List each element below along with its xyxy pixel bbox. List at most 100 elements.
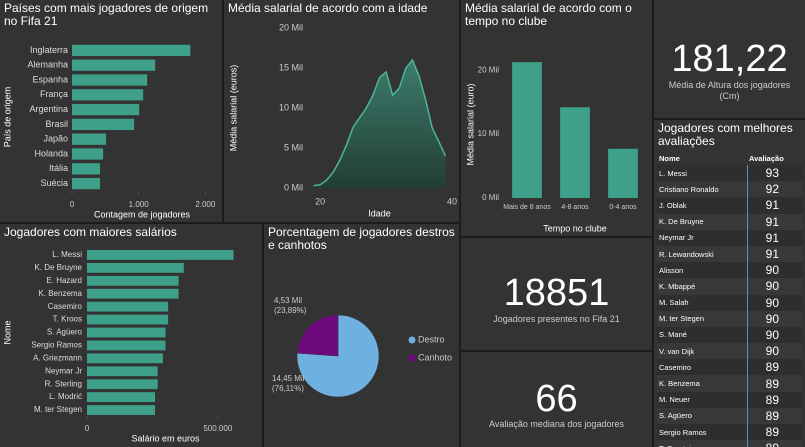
- rating: 89: [746, 375, 803, 392]
- x-tick-label: 40: [447, 196, 457, 206]
- player-name: T. Courtois: [657, 440, 748, 447]
- y-axis-title: País de origem: [2, 87, 12, 148]
- y-tick-label: R. Sterling: [45, 379, 82, 388]
- card-label: Média de Altura dos jogadores (Cm): [668, 80, 791, 101]
- table-row: Casemiro 89: [657, 359, 803, 376]
- chart-panel: 0 500.000 L. Messi K. De Bruyne E. Hazard K. …: [0, 224, 262, 447]
- chart: 0 Mil 5 Mil 10 Mil 15 Mil 20 Mil 20 40 Idade Méd…: [228, 22, 457, 218]
- bar: [72, 44, 191, 57]
- table-row: K. De Bruyne 91: [657, 213, 803, 230]
- bar: [72, 177, 101, 190]
- y-tick-label: Casemiro: [48, 302, 83, 311]
- bar: [72, 133, 107, 145]
- x-tick-label: 4-8 anos: [561, 204, 589, 211]
- x-axis-title: Salário em euros: [131, 433, 200, 443]
- y-tick-label: 10 Mil: [478, 129, 500, 138]
- chart-title: Porcentagem de jogadores destros e canho…: [268, 225, 455, 252]
- x-tick-label: 1.000: [129, 200, 150, 209]
- table-row: R. Lewandowski 91: [657, 245, 803, 263]
- player-name: K. Benzema: [657, 375, 748, 392]
- table-row: V. van Dijk 90: [657, 343, 803, 360]
- card-value: 66: [535, 378, 578, 420]
- bar: [72, 59, 156, 71]
- chart: 0 500.000 L. Messi K. De Bruyne E. Hazard K. …: [2, 250, 234, 443]
- x-axis-title: Contagem de jogadores: [94, 209, 191, 219]
- table-row: S. Agüero 89: [657, 407, 803, 424]
- x-tick-label: 0: [85, 424, 90, 433]
- y-tick-label: 20 Mil: [478, 65, 500, 74]
- y-tick-label: L. Messi: [52, 250, 82, 259]
- chart: 0 Mil 10 Mil 20 Mil Mais de 8 anos 4-8 anos 0…: [465, 62, 638, 233]
- rating: 89: [746, 440, 803, 447]
- table-row: S. Mané 90: [657, 326, 803, 344]
- y-tick-label: A. Griezmann: [33, 353, 82, 362]
- player-name: K. Mbappé: [657, 278, 748, 295]
- player-name: Neymar Jr: [657, 229, 748, 246]
- y-axis-title: Nome: [2, 320, 12, 344]
- chart-panel: 0 Mil 5 Mil 10 Mil 15 Mil 20 Mil 20 40 Idade Méd…: [224, 0, 459, 222]
- bar: [72, 74, 148, 86]
- chart: Destro Canhoto: [296, 314, 452, 398]
- player-name: M. Neuer: [657, 391, 748, 408]
- table-row: Neymar Jr 91: [657, 229, 803, 246]
- header-row: Nome Avaliação: [657, 152, 803, 165]
- bar: [87, 301, 169, 312]
- y-tick-label: L. Modrić: [49, 392, 82, 401]
- rating: 90: [746, 262, 803, 279]
- data-label: 4,53 Mil (23,89%): [274, 296, 307, 315]
- y-tick-label: Brasil: [45, 119, 68, 129]
- table-title: Jogadores com melhores avaliações: [658, 121, 793, 148]
- bar: [512, 62, 542, 198]
- table-row: J. Oblak 91: [657, 197, 803, 214]
- x-axis-title: Idade: [368, 208, 391, 218]
- y-tick-label: 15 Mil: [279, 62, 303, 72]
- y-tick-label: Espanha: [32, 74, 68, 84]
- pie-slice: [296, 314, 339, 357]
- legend-label: Canhoto: [418, 352, 452, 362]
- table-row: Alisson 90: [657, 262, 803, 279]
- bar: [87, 353, 163, 364]
- table-panel: Jogadores com melhores avaliações Nome A…: [654, 120, 805, 447]
- player-name: Cristiano Ronaldo: [657, 181, 748, 198]
- table-row: K. Benzema 89: [657, 375, 803, 392]
- bar: [87, 405, 156, 415]
- y-tick-label: 0 Mil: [482, 193, 499, 202]
- chart: 0 1.000 2.000 Inglaterra Alemanha Espanha Fran…: [2, 44, 216, 220]
- y-tick-label: Holanda: [34, 148, 68, 158]
- bar: [72, 118, 135, 131]
- bar: [72, 103, 140, 116]
- table: Nome Avaliação L. Messi 93 Cristiano Ronal…: [657, 152, 803, 447]
- chart-title: Média salarial de acordo com a idade: [228, 1, 428, 15]
- card: 181,22 Média de Altura dos jogadores (Cm…: [654, 0, 805, 118]
- chart-title: Jogadores com maiores salários: [4, 225, 177, 239]
- y-axis-title: Média salarial (euro): [465, 83, 475, 165]
- bar: [87, 327, 166, 338]
- line: [313, 58, 447, 187]
- bar: [72, 148, 104, 160]
- card: 18851 Jogadores presentes no Fifa 21: [461, 238, 652, 350]
- y-tick-label: Itália: [49, 163, 68, 173]
- y-tick-label: Japão: [43, 134, 68, 144]
- x-tick-label: 0: [70, 200, 75, 209]
- rating: 90: [746, 294, 803, 311]
- y-tick-label: Inglaterra: [30, 45, 68, 55]
- rating: 91: [746, 197, 803, 214]
- card-label: Jogadores presentes no Fifa 21: [493, 314, 620, 324]
- player-name: Casemiro: [657, 359, 748, 376]
- bar: [72, 163, 101, 175]
- player-name: L. Messi: [657, 165, 748, 182]
- y-tick-label: S. Agüero: [47, 328, 83, 337]
- x-tick-label: 500.000: [203, 424, 232, 433]
- rating: 93: [746, 165, 803, 182]
- player-name: M. ter Stegen: [657, 310, 748, 327]
- bar: [608, 148, 638, 198]
- bar: [87, 262, 184, 273]
- x-axis-title: Tempo no clube: [543, 223, 607, 233]
- data-label: 14,45 Mil (76,11%): [272, 374, 305, 393]
- bar: [87, 250, 234, 260]
- table-row: T. Courtois89: [657, 440, 803, 447]
- x-tick-label: 2.000: [195, 200, 216, 209]
- y-tick-label: 20 Mil: [279, 22, 303, 32]
- chart-title: Países com mais jogadores de origem no F…: [4, 1, 209, 28]
